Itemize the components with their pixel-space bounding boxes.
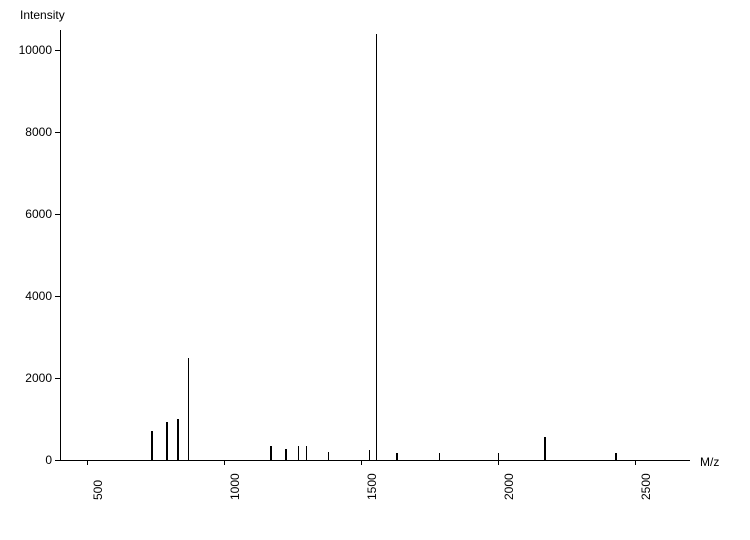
y-tick bbox=[55, 214, 60, 215]
spectrum-peak bbox=[166, 422, 168, 460]
x-axis-label: M/z bbox=[700, 455, 719, 469]
spectrum-peak bbox=[177, 419, 179, 460]
x-tick-label: 1500 bbox=[365, 473, 379, 500]
y-axis-line bbox=[60, 30, 61, 460]
spectrum-peak bbox=[498, 453, 500, 460]
y-tick-label: 6000 bbox=[0, 207, 52, 221]
y-tick-label: 2000 bbox=[0, 371, 52, 385]
spectrum-peak bbox=[615, 453, 617, 460]
spectrum-peak bbox=[188, 358, 190, 460]
y-tick bbox=[55, 132, 60, 133]
x-tick-label: 2000 bbox=[502, 473, 516, 500]
spectrum-peak bbox=[285, 449, 287, 460]
mass-spectrum-chart: Intensity M/z 0 2000 4000 6000 8000 10000 500… bbox=[0, 0, 750, 540]
y-tick-label: 8000 bbox=[0, 125, 52, 139]
spectrum-peak bbox=[544, 437, 546, 460]
x-tick bbox=[87, 460, 88, 465]
y-tick-label: 10000 bbox=[0, 43, 52, 57]
x-tick-label: 1000 bbox=[228, 473, 242, 500]
x-tick bbox=[224, 460, 225, 465]
x-tick bbox=[361, 460, 362, 465]
x-tick-label: 2500 bbox=[639, 473, 653, 500]
spectrum-peak bbox=[306, 446, 308, 460]
spectrum-peak bbox=[439, 453, 441, 460]
spectrum-peak bbox=[151, 431, 153, 460]
x-tick bbox=[498, 460, 499, 465]
y-tick-label: 4000 bbox=[0, 289, 52, 303]
spectrum-peak bbox=[376, 34, 378, 460]
y-tick bbox=[55, 50, 60, 51]
spectrum-peak bbox=[298, 446, 300, 460]
y-tick bbox=[55, 378, 60, 379]
spectrum-peak bbox=[328, 452, 330, 460]
spectrum-peak bbox=[369, 450, 371, 460]
y-tick bbox=[55, 460, 60, 461]
x-tick-label: 500 bbox=[91, 480, 105, 500]
x-tick bbox=[635, 460, 636, 465]
y-tick bbox=[55, 296, 60, 297]
spectrum-peak bbox=[396, 453, 398, 460]
y-tick-label: 0 bbox=[0, 453, 52, 467]
x-axis-line bbox=[60, 460, 690, 461]
y-axis-label: Intensity bbox=[20, 8, 65, 22]
spectrum-peak bbox=[270, 446, 272, 460]
